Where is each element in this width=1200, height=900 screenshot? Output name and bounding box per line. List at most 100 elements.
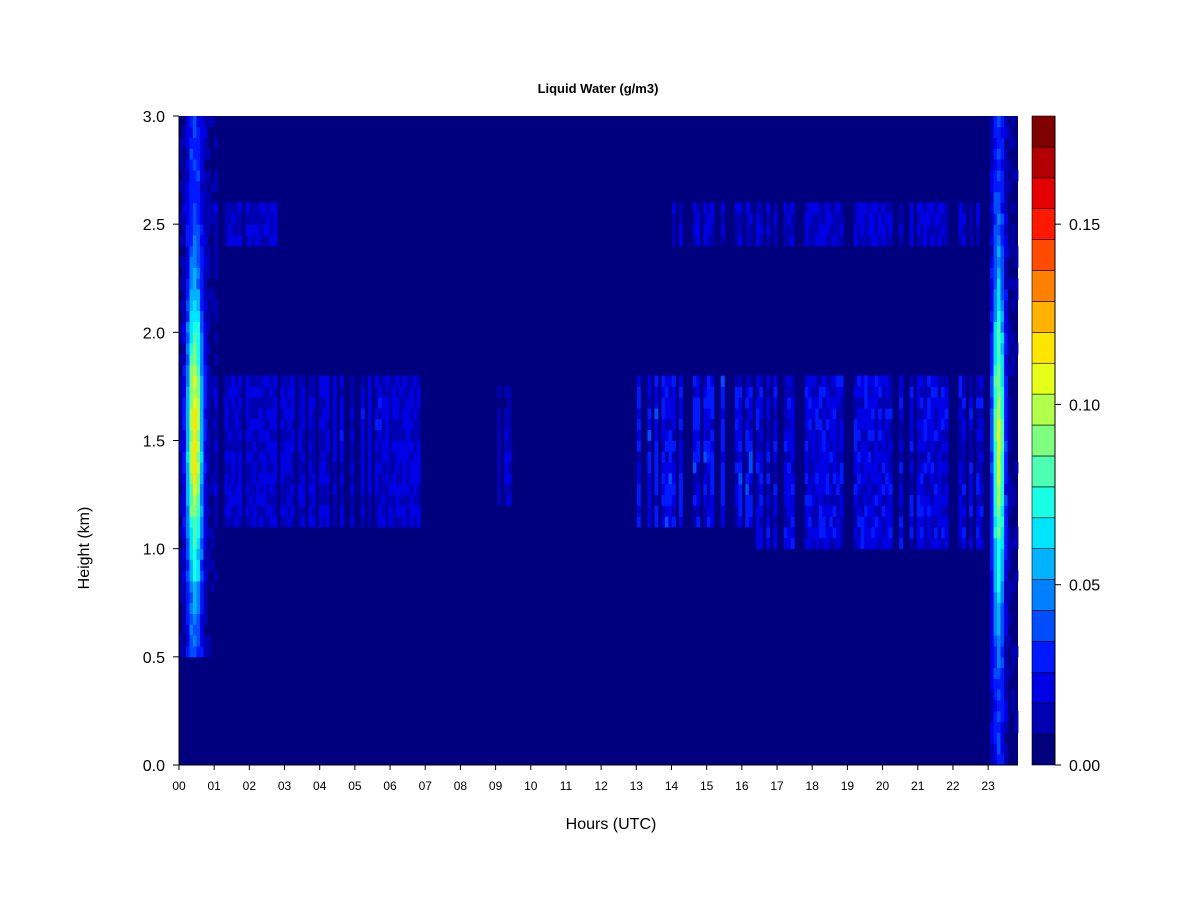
heatmap-cell	[185, 267, 190, 279]
heatmap-cell	[234, 408, 239, 420]
heatmap-cell	[773, 386, 778, 398]
heatmap-cell	[822, 397, 827, 409]
heatmap-cell	[804, 386, 809, 398]
heatmap-cell	[829, 224, 834, 236]
heatmap-cell	[350, 451, 355, 463]
heatmap-cell	[199, 180, 204, 193]
heatmap-cell	[748, 462, 753, 474]
heatmap-cell	[738, 505, 743, 517]
heatmap-cell	[385, 472, 390, 485]
heatmap-cell	[224, 505, 229, 517]
heatmap-cell	[720, 440, 725, 452]
heatmap-cell	[783, 213, 788, 225]
heatmap-cell	[997, 537, 1001, 550]
heatmap-cell	[962, 224, 966, 236]
heatmap-cell	[231, 213, 236, 225]
heatmap-cell	[199, 494, 204, 506]
heatmap-cell	[997, 505, 1001, 517]
heatmap-cell	[888, 375, 893, 387]
heatmap-cell	[189, 267, 194, 279]
heatmap-cell	[839, 429, 844, 441]
heatmap-cell	[350, 462, 355, 474]
heatmap-cell	[979, 429, 984, 441]
heatmap-cell	[227, 516, 232, 528]
heatmap-cell	[692, 418, 697, 431]
x-tick-label: 21	[911, 779, 925, 793]
heatmap-cell	[245, 397, 250, 409]
heatmap-cell	[234, 451, 239, 463]
heatmap-cell	[1000, 624, 1005, 636]
heatmap-cell	[993, 472, 998, 485]
heatmap-cell	[206, 635, 211, 647]
heatmap-cell	[804, 429, 809, 441]
heatmap-cell	[1004, 656, 1008, 669]
heatmap-cell	[409, 494, 414, 506]
heatmap-cell	[958, 537, 963, 550]
heatmap-cell	[881, 202, 886, 214]
heatmap-cell	[192, 494, 197, 506]
heatmap-cell	[287, 397, 292, 409]
heatmap-cell	[238, 408, 243, 420]
heatmap-cell	[192, 170, 197, 182]
heatmap-cell	[213, 429, 218, 441]
heatmap-cell	[748, 483, 753, 495]
heatmap-cell	[297, 462, 302, 474]
heatmap-cell	[203, 429, 208, 441]
heatmap-cell	[871, 527, 876, 539]
plot-area	[179, 116, 1019, 766]
heatmap-cell	[182, 299, 187, 312]
heatmap-cell	[409, 397, 414, 409]
heatmap-cell	[899, 516, 904, 528]
heatmap-cell	[182, 483, 187, 495]
heatmap-cell	[213, 451, 218, 463]
heatmap-cell	[871, 472, 876, 485]
heatmap-cell	[706, 483, 711, 495]
heatmap-cell	[213, 516, 218, 528]
heatmap-cell	[755, 375, 760, 387]
heatmap-cell	[1011, 234, 1015, 247]
y-axis-label: Height (km)	[76, 507, 93, 590]
heatmap-cell	[1004, 602, 1008, 614]
heatmap-cell	[395, 451, 400, 463]
y-tick-label: 0.5	[143, 650, 165, 667]
heatmap-cell	[790, 440, 795, 452]
heatmap-cell	[738, 202, 743, 214]
heatmap-cell	[192, 278, 197, 290]
heatmap-cell	[325, 516, 330, 528]
heatmap-cell	[881, 451, 886, 463]
heatmap-cell	[297, 494, 302, 506]
heatmap-cell	[997, 700, 1001, 712]
heatmap-cell	[885, 386, 890, 398]
heatmap-cell	[811, 213, 816, 225]
heatmap-cell	[196, 213, 201, 225]
heatmap-cell	[1000, 559, 1005, 571]
heatmap-cell	[661, 494, 666, 506]
heatmap-cell	[969, 451, 973, 463]
heatmap-cell	[962, 462, 966, 474]
heatmap-cell	[185, 375, 190, 387]
heatmap-cell	[860, 224, 865, 236]
heatmap-cell	[322, 397, 327, 409]
heatmap-cell	[692, 516, 697, 528]
heatmap-cell	[979, 472, 984, 485]
heatmap-cell	[206, 397, 211, 409]
heatmap-cell	[196, 646, 201, 658]
heatmap-cell	[297, 472, 302, 485]
heatmap-cell	[941, 418, 945, 431]
heatmap-cell	[773, 494, 778, 506]
heatmap-cell	[773, 516, 778, 528]
heatmap-cell	[829, 537, 834, 550]
heatmap-cell	[734, 472, 739, 485]
heatmap-cell	[997, 754, 1001, 766]
heatmap-cell	[811, 224, 816, 236]
heatmap-cell	[836, 397, 841, 409]
heatmap-cell	[990, 483, 994, 495]
heatmap-cell	[934, 224, 938, 236]
heatmap-cell	[179, 375, 183, 387]
heatmap-cell	[871, 386, 876, 398]
heatmap-cell	[1004, 646, 1008, 658]
heatmap-cell	[179, 180, 183, 193]
heatmap-cell	[990, 191, 994, 203]
heatmap-cell	[266, 505, 271, 517]
heatmap-cell	[192, 159, 197, 171]
